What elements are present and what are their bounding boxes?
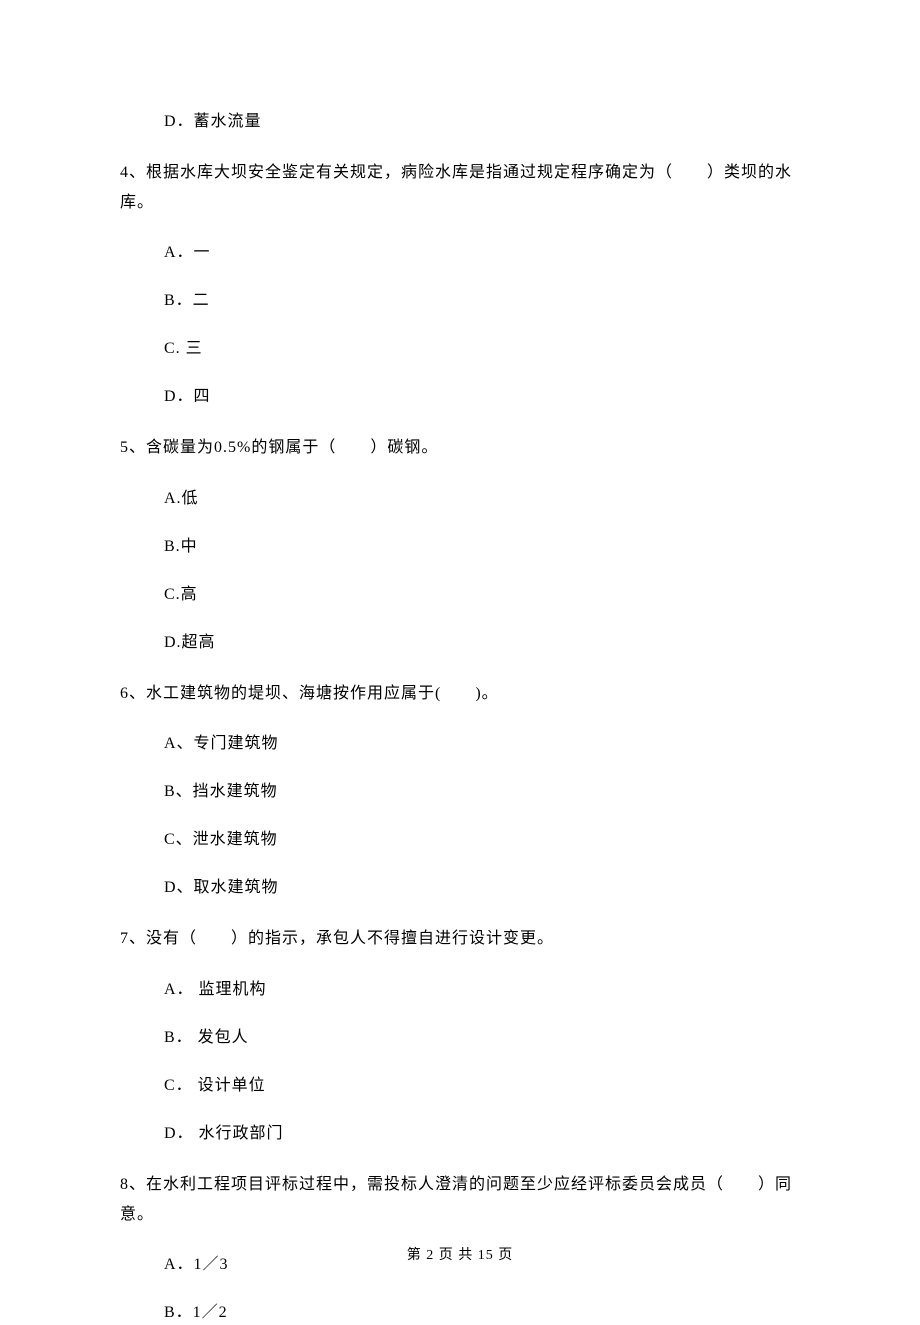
q7-option-c: C． 设计单位 — [120, 1074, 800, 1098]
q7-text: 7、没有（ ）的指示，承包人不得擅自进行设计变更。 — [120, 924, 800, 954]
q7-option-d: D． 水行政部门 — [120, 1122, 800, 1146]
q8-option-b: B．1／2 — [120, 1301, 800, 1325]
q5-option-c: C.高 — [120, 583, 800, 607]
q6-text: 6、水工建筑物的堤坝、海塘按作用应属于( )。 — [120, 679, 800, 709]
q5-option-b: B.中 — [120, 535, 800, 559]
q4-text: 4、根据水库大坝安全鉴定有关规定，病险水库是指通过规定程序确定为（ ）类坝的水库… — [120, 158, 800, 217]
q7-option-b: B． 发包人 — [120, 1026, 800, 1050]
q4-option-c: C. 三 — [120, 337, 800, 361]
page-footer: 第 2 页 共 15 页 — [0, 1245, 920, 1266]
q6-option-c: C、泄水建筑物 — [120, 828, 800, 852]
q4-option-b: B．二 — [120, 289, 800, 313]
q5-text: 5、含碳量为0.5%的钢属于（ ）碳钢。 — [120, 433, 800, 463]
q4-option-d: D．四 — [120, 385, 800, 409]
q5-option-a: A.低 — [120, 487, 800, 511]
q3-option-d: D．蓄水流量 — [120, 110, 800, 134]
q6-option-b: B、挡水建筑物 — [120, 780, 800, 804]
q6-option-d: D、取水建筑物 — [120, 876, 800, 900]
q6-option-a: A、专门建筑物 — [120, 732, 800, 756]
q7-option-a: A． 监理机构 — [120, 978, 800, 1002]
q5-option-d: D.超高 — [120, 631, 800, 655]
q8-text: 8、在水利工程项目评标过程中，需投标人澄清的问题至少应经评标委员会成员（ ）同意… — [120, 1170, 800, 1229]
q4-option-a: A．一 — [120, 241, 800, 265]
